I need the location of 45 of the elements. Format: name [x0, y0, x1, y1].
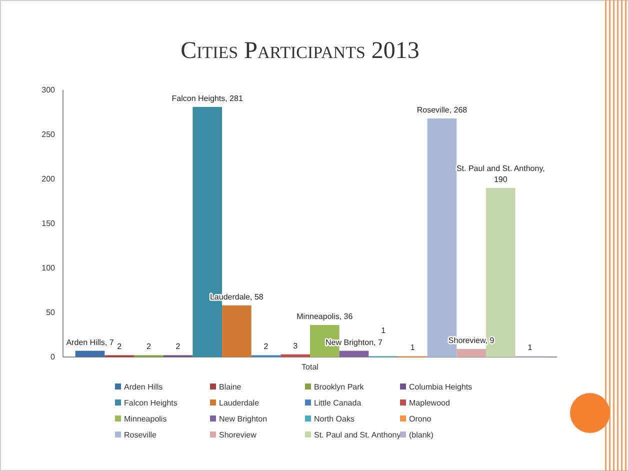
y-tick-label: 300: [42, 86, 56, 95]
data-label: 1: [381, 326, 386, 335]
legend-label: Orono: [409, 414, 432, 424]
data-label: Shoreview, 9: [448, 336, 495, 345]
legend-label: Columbia Heights: [409, 382, 472, 392]
data-label: 2: [264, 342, 269, 352]
x-tick-label: Total: [302, 362, 319, 372]
y-tick-label: 200: [42, 174, 56, 184]
legend-label: Minneapolis: [124, 414, 167, 424]
data-label: Arden Hills, 7: [66, 338, 114, 347]
legend-label: Little Canada: [314, 398, 362, 408]
legend-label: New Brighton: [219, 414, 268, 424]
data-label: 2: [176, 342, 181, 352]
data-label: Roseville, 268: [416, 105, 468, 114]
legend-label: (blank): [409, 430, 434, 440]
data-label: 2: [146, 342, 152, 352]
y-tick-label: 150: [42, 219, 56, 228]
data-label: 1: [410, 343, 416, 352]
legend-label: Shoreview: [219, 430, 257, 440]
legend-label: Falcon Heights: [124, 398, 178, 408]
data-label: 2: [117, 342, 122, 352]
data-label: St. Paul and St. Anthony, 190: [456, 164, 545, 184]
legend-label: St. Paul and St. Anthony: [314, 430, 401, 440]
legend-label: Roseville: [124, 430, 158, 440]
y-tick-label: 50: [46, 308, 56, 318]
data-label: 3: [293, 341, 298, 350]
legend-label: Maplewood: [409, 398, 450, 408]
legend-label: Lauderdale: [219, 398, 260, 408]
data-label: Minneapolis, 36: [296, 312, 354, 321]
bar: [222, 305, 252, 357]
bar: [75, 350, 105, 357]
bar: [339, 350, 369, 357]
y-tick-label: 0: [50, 352, 56, 362]
y-tick-label: 100: [42, 264, 56, 273]
bar: [456, 348, 486, 357]
y-tick-label: 250: [42, 130, 56, 140]
bar: [280, 354, 310, 357]
legend-label: Blaine: [219, 382, 242, 392]
legend-label: Arden Hills: [124, 382, 163, 392]
legend-label: Brooklyn Park: [314, 382, 365, 392]
data-label: 1: [528, 343, 533, 352]
chart-title: Cities Participants 2013: [180, 38, 420, 64]
legend-label: North Oaks: [314, 414, 354, 424]
bar: [486, 188, 516, 357]
data-label: Falcon Heights, 281: [172, 94, 244, 103]
